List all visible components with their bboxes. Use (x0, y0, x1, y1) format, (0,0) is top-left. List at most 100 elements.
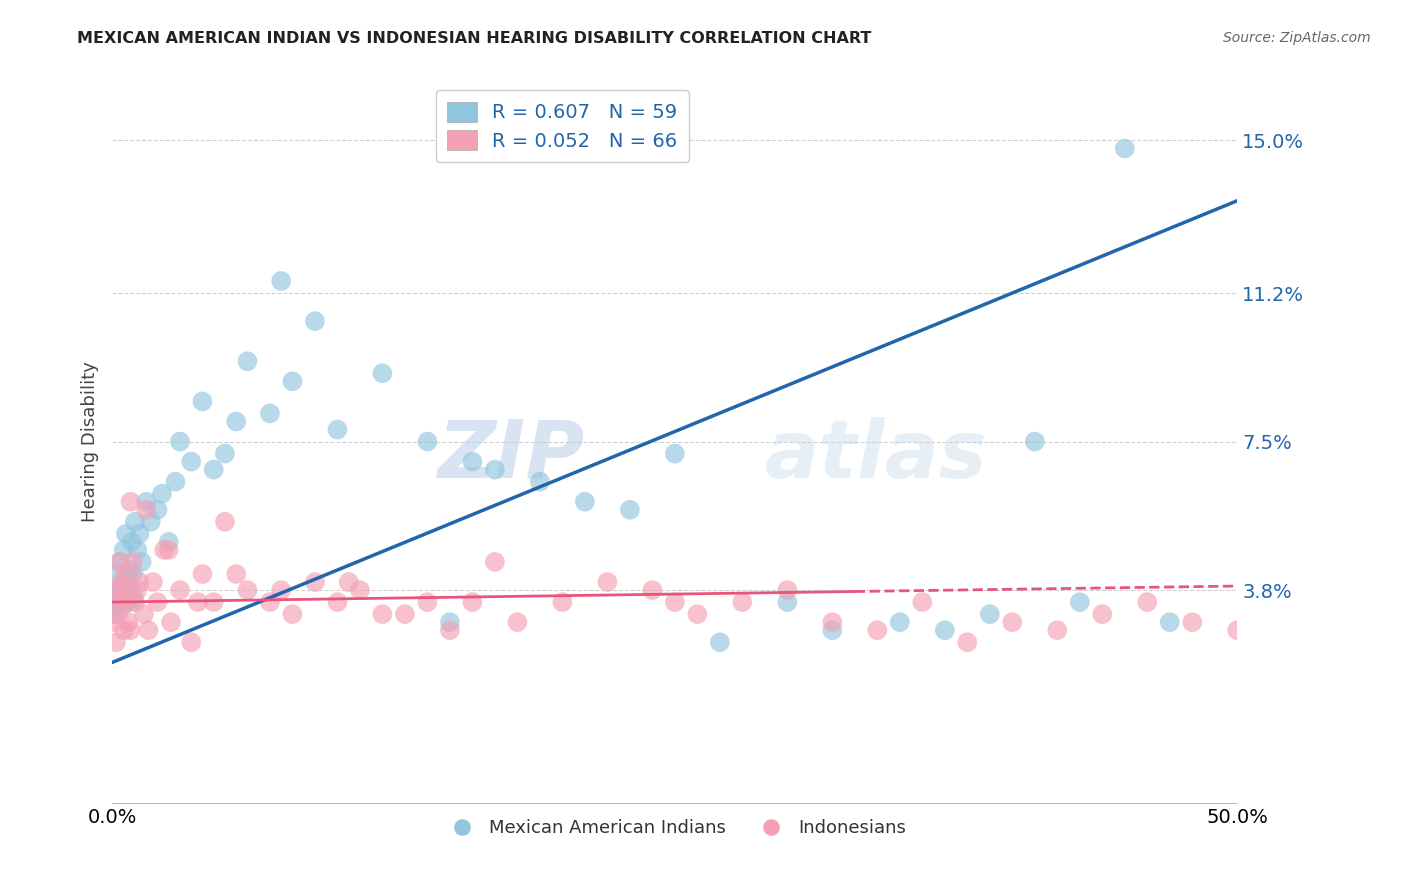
Point (107, 607, 129, 622)
Point (202, 462, 225, 476)
Point (122, 591, 145, 606)
Point (1001, 615, 1024, 630)
Point (596, 575, 619, 590)
Point (104, 635, 127, 649)
Point (506, 615, 529, 630)
Point (776, 583, 799, 598)
Point (105, 583, 128, 598)
Point (120, 583, 142, 598)
Point (349, 583, 371, 598)
Point (139, 515, 162, 529)
Point (121, 555, 143, 569)
Point (529, 475, 551, 489)
Point (1181, 615, 1204, 630)
Point (461, 595, 484, 609)
Point (142, 575, 165, 590)
Point (120, 623, 142, 637)
Point (281, 375, 304, 389)
Point (641, 583, 664, 598)
Point (270, 583, 292, 598)
Point (146, 503, 169, 517)
Point (112, 623, 135, 637)
Point (135, 494, 157, 508)
Text: atlas: atlas (765, 417, 987, 495)
Point (911, 595, 934, 609)
Point (111, 583, 134, 598)
Text: Source: ZipAtlas.com: Source: ZipAtlas.com (1223, 31, 1371, 45)
Point (157, 535, 180, 549)
Point (110, 579, 132, 593)
Point (259, 407, 281, 421)
Point (114, 595, 136, 609)
Point (214, 515, 236, 529)
Point (117, 595, 139, 609)
Point (127, 542, 149, 557)
Point (127, 583, 149, 598)
Point (439, 623, 461, 637)
Point (619, 503, 641, 517)
Point (337, 575, 360, 590)
Point (108, 555, 131, 569)
Point (1091, 607, 1114, 622)
Point (115, 591, 138, 606)
Point (107, 567, 129, 582)
Point (132, 607, 155, 622)
Point (664, 595, 686, 609)
Point (115, 575, 138, 590)
Point (439, 615, 461, 630)
Point (371, 607, 394, 622)
Point (484, 555, 506, 569)
Point (259, 595, 281, 609)
Point (104, 595, 127, 609)
Point (889, 615, 911, 630)
Point (1226, 623, 1249, 637)
Point (416, 595, 439, 609)
Point (191, 394, 214, 409)
Point (115, 567, 138, 582)
Point (124, 595, 146, 609)
Point (461, 455, 484, 469)
Point (153, 542, 176, 557)
Point (118, 563, 141, 577)
Point (121, 535, 143, 549)
Point (214, 446, 236, 460)
Point (114, 587, 136, 601)
Point (236, 354, 259, 368)
Point (664, 446, 686, 460)
Point (776, 595, 799, 609)
Point (956, 635, 979, 649)
Point (128, 526, 150, 541)
Point (165, 475, 187, 489)
Point (110, 555, 132, 569)
Point (1159, 615, 1181, 630)
Point (180, 635, 202, 649)
Point (326, 595, 349, 609)
Point (131, 555, 153, 569)
Point (110, 575, 132, 590)
Point (121, 567, 143, 582)
Point (157, 542, 180, 557)
Point (709, 635, 731, 649)
Point (1046, 623, 1069, 637)
Point (686, 607, 709, 622)
Point (225, 567, 247, 582)
Point (821, 615, 844, 630)
Point (1136, 595, 1159, 609)
Point (160, 615, 183, 630)
Point (202, 595, 225, 609)
Point (124, 515, 146, 529)
Point (138, 623, 160, 637)
Legend: Mexican American Indians, Indonesians: Mexican American Indians, Indonesians (437, 812, 912, 845)
Point (1114, 142, 1136, 156)
Point (108, 591, 131, 606)
Point (110, 595, 132, 609)
Point (120, 494, 142, 508)
Point (1024, 434, 1046, 449)
Point (191, 567, 214, 582)
Point (731, 595, 754, 609)
Point (416, 434, 439, 449)
Point (105, 583, 128, 598)
Point (326, 423, 349, 437)
Point (304, 314, 326, 328)
Point (484, 462, 506, 476)
